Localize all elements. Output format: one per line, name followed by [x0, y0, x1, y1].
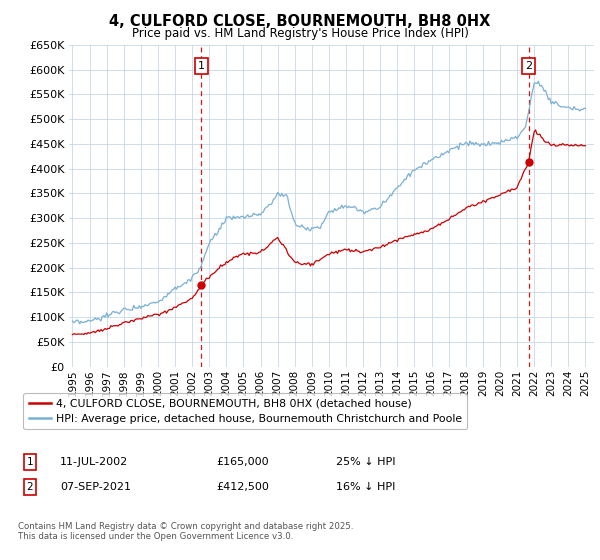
Text: 1: 1	[198, 60, 205, 71]
Text: 2: 2	[26, 482, 34, 492]
Text: 1: 1	[26, 457, 34, 467]
Text: £165,000: £165,000	[216, 457, 269, 467]
Text: Price paid vs. HM Land Registry's House Price Index (HPI): Price paid vs. HM Land Registry's House …	[131, 27, 469, 40]
Legend: 4, CULFORD CLOSE, BOURNEMOUTH, BH8 0HX (detached house), HPI: Average price, det: 4, CULFORD CLOSE, BOURNEMOUTH, BH8 0HX (…	[23, 393, 467, 429]
Text: 2: 2	[525, 60, 532, 71]
Text: 4, CULFORD CLOSE, BOURNEMOUTH, BH8 0HX: 4, CULFORD CLOSE, BOURNEMOUTH, BH8 0HX	[109, 14, 491, 29]
Text: Contains HM Land Registry data © Crown copyright and database right 2025.
This d: Contains HM Land Registry data © Crown c…	[18, 522, 353, 542]
Text: 16% ↓ HPI: 16% ↓ HPI	[336, 482, 395, 492]
Text: 07-SEP-2021: 07-SEP-2021	[60, 482, 131, 492]
Text: 25% ↓ HPI: 25% ↓ HPI	[336, 457, 395, 467]
Text: 11-JUL-2002: 11-JUL-2002	[60, 457, 128, 467]
Text: £412,500: £412,500	[216, 482, 269, 492]
